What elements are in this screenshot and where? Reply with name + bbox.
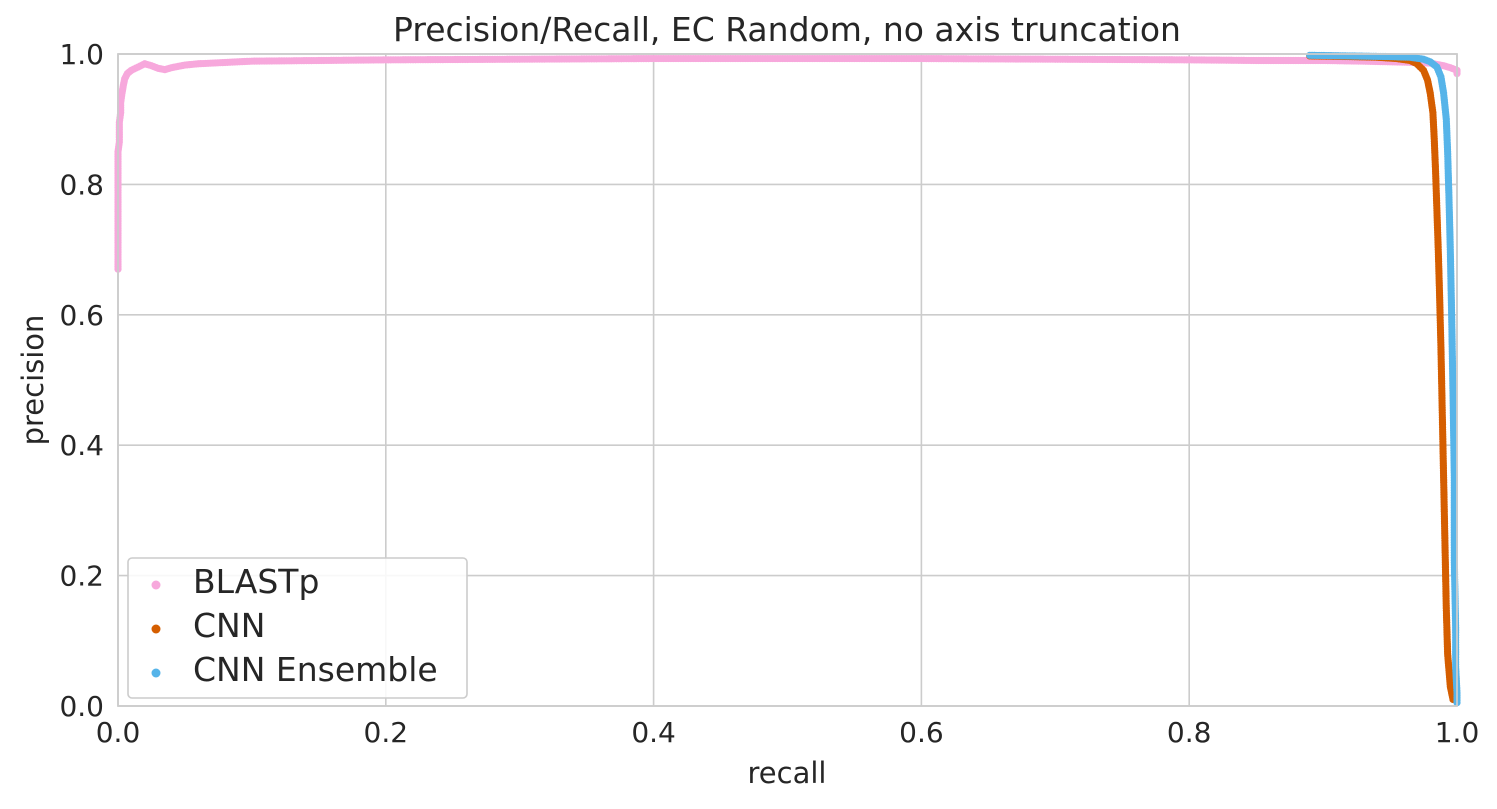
plot-frame bbox=[117, 53, 1458, 707]
data-point-cnn bbox=[1435, 291, 1444, 299]
data-point-cnn-ensemble bbox=[1426, 58, 1434, 66]
legend: BLASTp CNN CNN Ensemble bbox=[127, 557, 468, 699]
data-point-cnn-ensemble bbox=[1444, 148, 1452, 156]
legend-label-cnn-ensemble: CNN Ensemble bbox=[193, 650, 438, 689]
y-tick-label: 0.8 bbox=[59, 168, 104, 201]
data-point-blastp bbox=[118, 89, 126, 97]
legend-marker-cnn bbox=[151, 624, 161, 634]
legend-label-blastp: BLASTp bbox=[193, 562, 319, 601]
data-point-blastp bbox=[115, 128, 123, 136]
y-axis-label: precision bbox=[16, 315, 50, 446]
data-point-blastp bbox=[115, 138, 123, 146]
data-point-blastp bbox=[382, 56, 390, 64]
data-point-blastp bbox=[154, 64, 162, 72]
data-point-cnn bbox=[1423, 76, 1432, 84]
data-point-cnn-ensemble bbox=[1452, 624, 1460, 632]
data-point-blastp bbox=[115, 118, 123, 127]
tick-labels: 0.0 0.2 0.4 0.6 0.8 1.0 0.0 0.2 0.4 0.6 0.8 1.0 bbox=[59, 38, 1479, 749]
data-point-blastp bbox=[147, 62, 156, 70]
data-point-cnn bbox=[1444, 650, 1452, 658]
data-point-cnn bbox=[1431, 167, 1440, 175]
data-point-cnn-ensemble bbox=[1448, 311, 1456, 319]
y-tick-label: 0.0 bbox=[59, 690, 104, 723]
data-point-cnn bbox=[1442, 604, 1450, 612]
data-point-cnn-ensemble bbox=[1306, 51, 1314, 59]
data-point-blastp bbox=[516, 55, 524, 63]
x-tick-label: 0.6 bbox=[899, 716, 944, 749]
data-point-cnn bbox=[1438, 409, 1446, 417]
data-point-blastp bbox=[134, 63, 142, 71]
series-blastp bbox=[114, 54, 1461, 273]
data-point-cnn-ensemble bbox=[1449, 389, 1457, 397]
data-point-blastp bbox=[783, 54, 792, 63]
data-point-cnn bbox=[1437, 343, 1445, 351]
data-point-blastp bbox=[315, 56, 323, 65]
data-point-blastp bbox=[181, 61, 189, 69]
data-point-cnn bbox=[1426, 89, 1434, 97]
data-point-blastp bbox=[248, 57, 256, 65]
data-point-blastp bbox=[167, 64, 176, 72]
y-tick-label: 0.2 bbox=[59, 560, 104, 593]
series-layer bbox=[114, 51, 1461, 707]
x-tick-label: 0.0 bbox=[96, 716, 141, 749]
data-point-cnn-ensemble bbox=[1452, 663, 1460, 671]
data-point-cnn-ensemble bbox=[1440, 89, 1448, 97]
legend-marker-blastp bbox=[151, 580, 161, 590]
legend-label-cnn: CNN bbox=[193, 606, 265, 645]
data-point-cnn bbox=[1429, 109, 1437, 117]
data-point-blastp bbox=[221, 58, 229, 67]
data-point-cnn bbox=[1433, 206, 1441, 215]
y-tick-label: 1.0 bbox=[59, 38, 104, 71]
data-point-cnn bbox=[1440, 474, 1448, 482]
data-point-cnn-ensemble bbox=[1433, 63, 1441, 71]
x-tick-label: 0.4 bbox=[631, 716, 676, 749]
data-point-blastp bbox=[1252, 56, 1260, 65]
data-point-cnn-ensemble bbox=[1446, 246, 1454, 254]
chart-title: Precision/Recall, EC Random, no axis tru… bbox=[393, 10, 1181, 49]
data-point-cnn-ensemble bbox=[1442, 115, 1450, 123]
data-point-cnn bbox=[1419, 66, 1428, 74]
x-tick-label: 1.0 bbox=[1435, 716, 1480, 749]
x-axis-label: recall bbox=[748, 756, 827, 790]
data-point-blastp bbox=[1051, 55, 1059, 63]
data-point-cnn bbox=[1434, 246, 1442, 254]
data-point-blastp bbox=[141, 60, 149, 68]
x-tick-label: 0.8 bbox=[1167, 716, 1212, 749]
data-point-cnn bbox=[1441, 539, 1449, 547]
data-point-blastp bbox=[119, 81, 127, 89]
data-point-cnn bbox=[1446, 682, 1454, 691]
y-tick-label: 0.4 bbox=[59, 429, 104, 462]
data-point-blastp bbox=[161, 66, 169, 74]
data-point-cnn bbox=[1430, 135, 1438, 143]
data-point-cnn-ensemble bbox=[1419, 55, 1428, 63]
data-point-blastp bbox=[917, 54, 926, 63]
legend-box bbox=[127, 557, 468, 699]
data-point-blastp bbox=[650, 54, 658, 63]
x-tick-label: 0.2 bbox=[364, 716, 409, 749]
y-tick-label: 0.6 bbox=[59, 299, 104, 332]
data-point-blastp bbox=[127, 66, 135, 74]
data-point-blastp bbox=[1440, 62, 1448, 70]
data-point-cnn-ensemble bbox=[1445, 193, 1453, 202]
data-point-blastp bbox=[194, 60, 202, 68]
data-point-cnn-ensemble bbox=[1406, 53, 1414, 61]
data-point-blastp bbox=[1185, 56, 1193, 64]
data-point-cnn-ensemble bbox=[1437, 73, 1445, 81]
legend-marker-cnn-ensemble bbox=[151, 668, 161, 678]
data-point-blastp bbox=[1446, 64, 1454, 72]
